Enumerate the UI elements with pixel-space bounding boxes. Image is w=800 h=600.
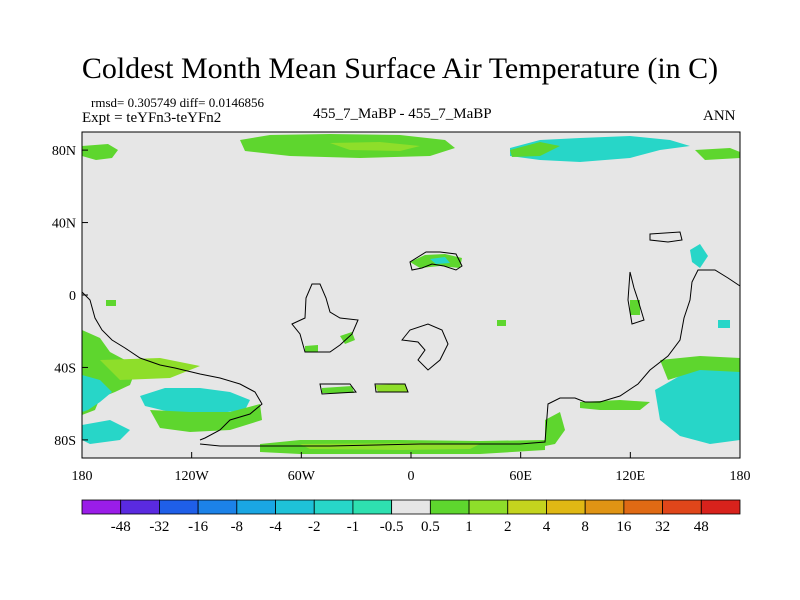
field-north-asia-arctic <box>510 136 690 162</box>
colorbar-label: -48 <box>111 519 131 535</box>
x-tick-label: 0 <box>408 469 415 484</box>
x-tick-label: 60W <box>288 469 316 484</box>
outline-sa-south <box>319 383 357 395</box>
field-east-pacific-small <box>690 244 708 268</box>
x-tick-label: 180 <box>72 469 93 484</box>
colorbar-swatch <box>159 499 199 515</box>
colorbar-swatch <box>313 499 354 515</box>
outline-west-landmass <box>81 291 263 441</box>
field-south-pacific-mid <box>100 358 200 380</box>
y-tick-label: 80S <box>54 434 76 449</box>
x-axis: 180 120W 60W 0 60E 120E 180 <box>72 452 751 484</box>
y-tick-label: 40N <box>52 217 76 232</box>
x-tick-label: 60E <box>509 469 532 484</box>
field-south-pacific-west-cyan <box>82 375 112 412</box>
colorbar-label: -32 <box>149 519 169 535</box>
continent-outlines <box>81 231 741 447</box>
field-southern-ocean-east-green <box>660 356 740 380</box>
field-sa-south2 <box>375 384 408 392</box>
field-east-coast-dots <box>630 300 640 315</box>
colorbar-swatch <box>584 499 625 515</box>
outline-south-america-like <box>291 283 359 353</box>
anomaly-fields <box>82 134 740 454</box>
outline-east-small <box>649 231 683 243</box>
colorbar-label: 8 <box>581 519 589 535</box>
colorbar-swatch <box>623 499 663 515</box>
outline-antarctic-line <box>199 443 262 447</box>
colorbar-label: -0.5 <box>380 519 404 535</box>
colorbar-swatch <box>352 499 393 515</box>
period-label: 455_7_MaBP - 455_7_MaBP <box>313 106 492 122</box>
colorbar-label: -4 <box>269 519 282 535</box>
colorbar-label: 16 <box>616 519 632 535</box>
colorbar-label: 0.5 <box>421 519 440 535</box>
colorbar-swatch <box>391 499 431 515</box>
field-southern-ocean-east-cyan <box>655 366 740 444</box>
y-axis: 80N 40N 0 40S 80S <box>52 144 88 449</box>
field-sa-south <box>322 386 354 393</box>
field-south-pacific-band-green <box>150 404 262 432</box>
field-antarctic-band-yellow <box>300 443 480 450</box>
colorbar-label: -8 <box>231 519 244 535</box>
x-tick-label: 120E <box>616 469 646 484</box>
y-tick-label: 80N <box>52 144 76 159</box>
outline-central-island <box>401 323 449 371</box>
field-far-east-arctic <box>695 148 740 160</box>
colorbar-label: -16 <box>188 519 208 535</box>
colorbar-label: 4 <box>543 519 551 535</box>
colorbar-swatch <box>197 499 238 515</box>
field-south-pacific-west-low <box>82 420 130 444</box>
colorbar-label: -1 <box>347 519 360 535</box>
field-north-asia-arctic-edge <box>510 142 560 157</box>
outline-equator-island <box>409 251 463 271</box>
colorbar-swatch <box>507 499 547 515</box>
colorbar-swatch <box>546 499 586 515</box>
field-atl-dot <box>497 320 506 326</box>
colorbar-label: -2 <box>308 519 321 535</box>
colorbar-swatch <box>662 499 702 515</box>
field-antarctic-east <box>545 412 565 446</box>
colorbar: -48 -32 -16 -8 -4 -2 -1 -0.5 0.5 1 2 4 8 16 32 48 <box>81 499 741 535</box>
outline-east-continent <box>262 269 741 447</box>
y-tick-label: 0 <box>69 289 76 304</box>
colorbar-swatch <box>700 499 741 515</box>
outline-east-land <box>627 271 645 325</box>
field-sa-patch1 <box>305 345 318 352</box>
colorbar-label: 2 <box>504 519 512 535</box>
colorbar-label: 32 <box>655 519 670 535</box>
colorbar-swatch <box>120 499 160 515</box>
colorbar-label: 1 <box>465 519 473 535</box>
season-label: ANN <box>703 108 736 124</box>
stats-line: rmsd= 0.305749 diff= 0.0146856 <box>91 95 264 110</box>
field-island-equator-cyan <box>430 257 450 264</box>
field-east-coast-dots2 <box>718 320 730 328</box>
colorbar-label: 48 <box>694 519 709 535</box>
experiment-line: Expt = teYFn3-teYFn2 <box>82 110 222 126</box>
colorbar-swatch <box>468 499 509 515</box>
colorbar-swatch <box>275 499 315 515</box>
colorbar-swatch <box>81 499 122 515</box>
colorbar-swatch <box>236 499 276 515</box>
x-tick-label: 180 <box>730 469 751 484</box>
y-tick-label: 40S <box>54 361 76 376</box>
x-tick-label: 120W <box>175 469 210 484</box>
field-pac-dot1 <box>106 300 116 306</box>
field-south-pacific-band <box>140 388 250 414</box>
field-north-pacific-arctic <box>82 144 118 160</box>
outline-sa-south2 <box>374 383 409 393</box>
field-north-atlantic-arctic-inner <box>330 142 420 151</box>
chart-title: Coldest Month Mean Surface Air Temperatu… <box>81 52 719 85</box>
colorbar-swatch <box>429 499 470 515</box>
